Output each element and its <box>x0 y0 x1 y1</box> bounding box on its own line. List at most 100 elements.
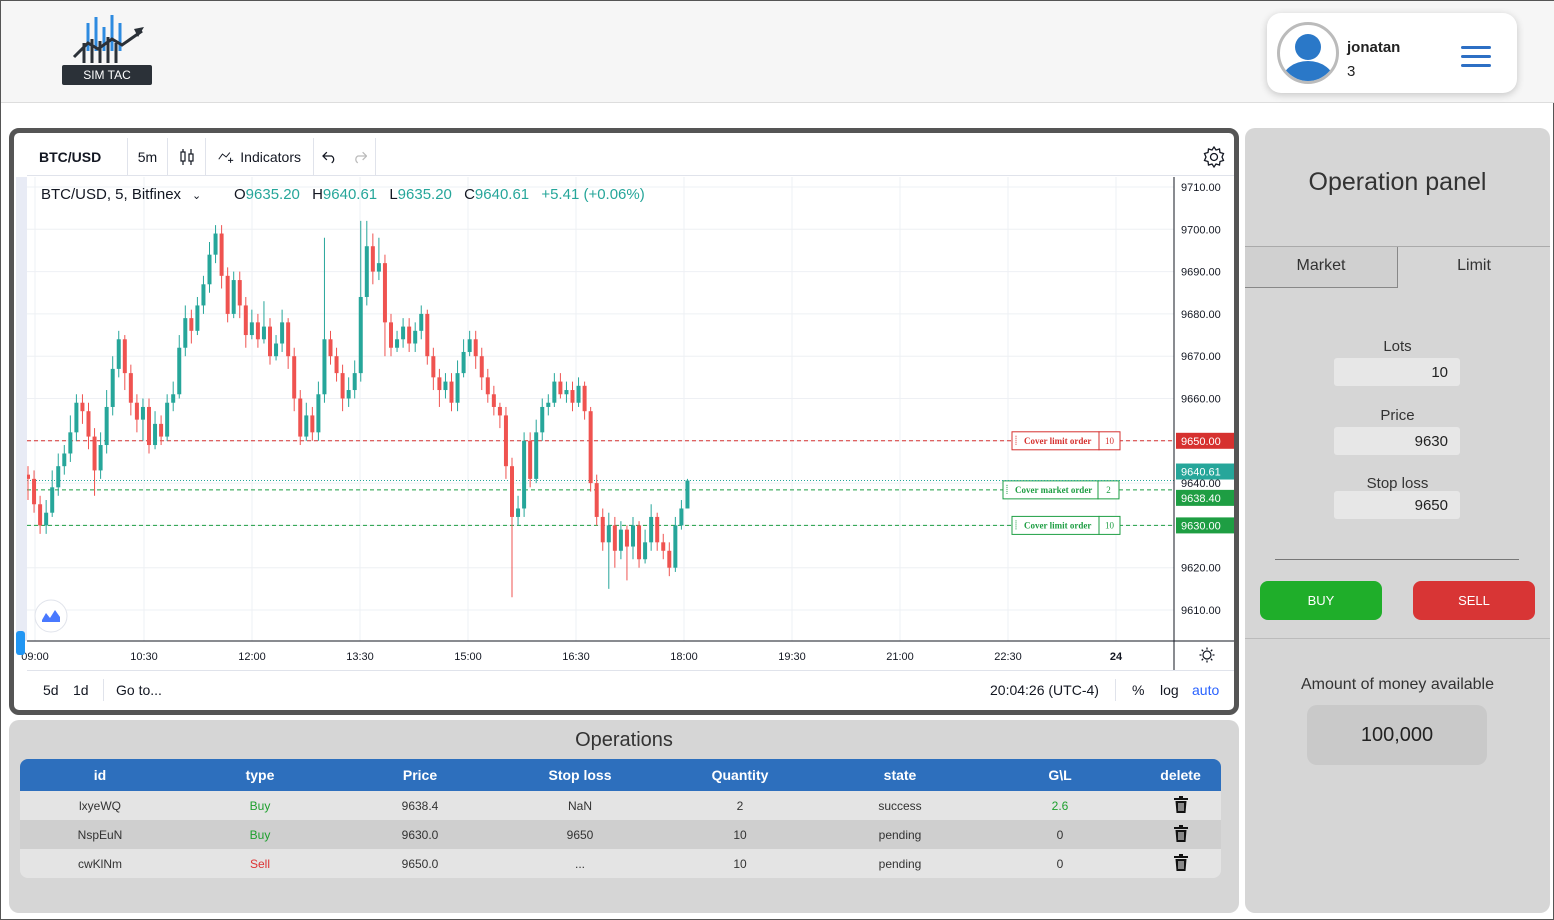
indicators-button[interactable]: Indicators <box>206 137 314 176</box>
col-state[interactable]: state <box>820 759 980 791</box>
candle-body <box>594 483 599 517</box>
candle-body <box>558 381 563 395</box>
y-axis-tick-label: 9620.00 <box>1181 563 1221 575</box>
auto-scale-button[interactable]: auto <box>1192 682 1220 698</box>
candle-body <box>370 246 375 272</box>
col-type[interactable]: type <box>180 759 340 791</box>
range-5d-button[interactable]: 5d <box>43 682 59 698</box>
percent-scale-button[interactable]: % <box>1132 682 1145 698</box>
candle-body <box>304 415 309 437</box>
cell-id: NspEuN <box>20 820 180 849</box>
user-avatar-icon <box>1282 34 1334 81</box>
tab-market[interactable]: Market <box>1245 247 1398 288</box>
col-gl[interactable]: G\L <box>980 759 1140 791</box>
table-row[interactable]: cwKlNm Sell 9650.0 ... 10 pending 0 <box>20 849 1221 878</box>
cell-qty: 2 <box>660 791 820 820</box>
candle-body <box>237 280 242 306</box>
log-scale-button[interactable]: log <box>1160 682 1179 698</box>
candle-body <box>177 347 182 395</box>
cell-stop: ... <box>500 849 660 878</box>
candle-body <box>322 339 327 395</box>
candlestick-chart[interactable]: Cover limit order 10 Cover market order 2 Co… <box>14 133 1234 710</box>
candle-body <box>661 542 666 551</box>
col-price[interactable]: Price <box>340 759 500 791</box>
lots-label: Lots <box>1383 338 1412 355</box>
tradingview-logo-icon[interactable] <box>34 599 68 633</box>
clock-time[interactable]: 20:04:26 (UTC-4) <box>990 682 1099 698</box>
cell-price: 9630.0 <box>340 820 500 849</box>
expand-panel-handle[interactable] <box>16 631 25 655</box>
lots-input[interactable] <box>1334 358 1460 386</box>
table-row[interactable]: NspEuN Buy 9630.0 9650 10 pending 0 <box>20 820 1221 849</box>
interval-selector[interactable]: 5m <box>128 137 168 176</box>
order-qty-box <box>1098 431 1121 451</box>
y-axis-tick-label: 9670.00 <box>1181 351 1221 363</box>
legend-o: 9635.20 <box>246 186 300 203</box>
candle-body <box>316 394 321 433</box>
col-id[interactable]: id <box>20 759 180 791</box>
sell-button[interactable]: SELL <box>1413 581 1535 620</box>
avatar[interactable] <box>1277 22 1339 84</box>
delete-cell <box>1140 849 1221 878</box>
candle-body <box>358 296 363 374</box>
settings-gear-icon[interactable] <box>1202 145 1226 169</box>
candle-body <box>286 322 291 357</box>
candle-body <box>116 339 121 369</box>
candle-body <box>243 305 248 336</box>
logo[interactable]: SIM TAC <box>62 13 154 87</box>
trash-icon[interactable] <box>1173 795 1188 816</box>
hamburger-menu-icon[interactable] <box>1461 46 1491 68</box>
candle-body <box>564 390 569 395</box>
col-delete[interactable]: delete <box>1140 759 1221 791</box>
cell-gl: 0 <box>980 849 1140 878</box>
col-stop-loss[interactable]: Stop loss <box>500 759 660 791</box>
candle-body <box>376 263 381 272</box>
x-axis-tick-label: 10:30 <box>130 651 158 663</box>
candle-body <box>600 516 605 543</box>
candle-body <box>510 466 514 517</box>
undo-icon[interactable] <box>322 150 338 164</box>
x-axis-tick-label: 09:00 <box>21 651 49 663</box>
candle-body <box>449 381 454 403</box>
x-axis-tick-label: 18:00 <box>670 651 698 663</box>
symbol-selector[interactable]: BTC/USD <box>27 137 128 176</box>
legend-c: 9640.61 <box>475 186 529 203</box>
legend-o-label: O <box>234 186 246 203</box>
candle-body <box>201 284 206 306</box>
divider <box>1245 638 1550 639</box>
table-row[interactable]: lxyeWQ Buy 9638.4 NaN 2 success 2.6 <box>20 791 1221 820</box>
table-header-row: id type Price Stop loss Quantity state G… <box>20 759 1221 791</box>
cell-stop: 9650 <box>500 820 660 849</box>
stop-loss-input[interactable] <box>1334 491 1460 519</box>
candle-body <box>171 394 176 403</box>
candle-body <box>134 402 139 420</box>
candle-body <box>643 542 648 560</box>
tab-limit[interactable]: Limit <box>1457 257 1491 274</box>
buy-button[interactable]: BUY <box>1260 581 1382 620</box>
y-axis-tick-label: 9640.00 <box>1181 478 1221 490</box>
chevron-down-icon[interactable]: ⌄ <box>192 190 201 202</box>
y-axis-tick-label: 9710.00 <box>1181 182 1221 194</box>
candle-body <box>92 436 97 471</box>
price-input[interactable] <box>1334 427 1460 455</box>
candle-body <box>128 373 133 403</box>
col-quantity[interactable]: Quantity <box>660 759 820 791</box>
cell-stop: NaN <box>500 791 660 820</box>
trash-icon[interactable] <box>1173 824 1188 845</box>
candle-body <box>679 508 684 526</box>
order-label-text: Cover limit order <box>1024 520 1091 530</box>
user-card: jonatan 3 <box>1267 13 1517 93</box>
goto-button[interactable]: Go to... <box>116 682 162 698</box>
cell-gl: 2.6 <box>980 791 1140 820</box>
undo-redo-group <box>314 137 376 176</box>
order-type-tabs: Market Limit <box>1245 246 1550 288</box>
candle-body <box>346 390 351 399</box>
order-qty-box <box>1097 480 1120 500</box>
candle-body <box>165 402 170 437</box>
candle-body <box>431 356 436 378</box>
chart-type-button[interactable] <box>168 137 206 176</box>
range-1d-button[interactable]: 1d <box>73 682 89 698</box>
redo-icon[interactable] <box>352 150 368 164</box>
legend-symbol[interactable]: BTC/USD, 5, Bitfinex <box>41 186 182 203</box>
trash-icon[interactable] <box>1173 853 1188 874</box>
